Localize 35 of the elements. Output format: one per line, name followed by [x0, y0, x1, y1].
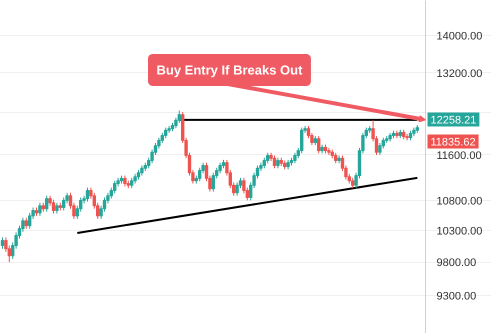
candlestick — [38, 202, 42, 216]
y-tick-label: 9800.00 — [436, 257, 476, 270]
candlestick — [276, 157, 280, 169]
candlestick — [123, 175, 127, 187]
candlestick — [164, 127, 168, 139]
y-tick-label: 10300.00 — [436, 226, 482, 238]
candlestick — [136, 169, 140, 180]
text: 12258.21 — [430, 114, 476, 126]
candlestick — [0, 236, 4, 250]
annotation: Buy Entry If Breaks Out — [156, 62, 304, 78]
candlestick — [86, 187, 90, 202]
candlestick — [262, 157, 266, 169]
candlestick — [140, 164, 144, 176]
candlestick — [408, 130, 412, 141]
candlestick — [55, 202, 59, 214]
candlestick — [62, 196, 66, 211]
candlestick — [293, 152, 297, 164]
y-tick-label: 10800.00 — [436, 195, 482, 208]
y-tick-label: 13200.00 — [436, 68, 482, 80]
candlestick — [272, 155, 276, 169]
candlestick — [24, 217, 28, 230]
candlestick — [235, 182, 239, 196]
candlestick — [351, 177, 354, 189]
candlestick — [317, 136, 320, 154]
candlestick — [45, 195, 48, 212]
candlestick — [130, 177, 134, 189]
y-tick-label: 9300.00 — [436, 290, 476, 302]
candlestick — [133, 173, 137, 184]
candlestick — [334, 152, 338, 164]
y-tick-label: 14000.00 — [436, 30, 482, 42]
text: 11835.62 — [430, 136, 476, 148]
candlestick — [286, 159, 290, 170]
candlestick — [402, 129, 406, 140]
candlestick — [314, 136, 317, 146]
y-tick-label: 11600.00 — [436, 150, 482, 162]
